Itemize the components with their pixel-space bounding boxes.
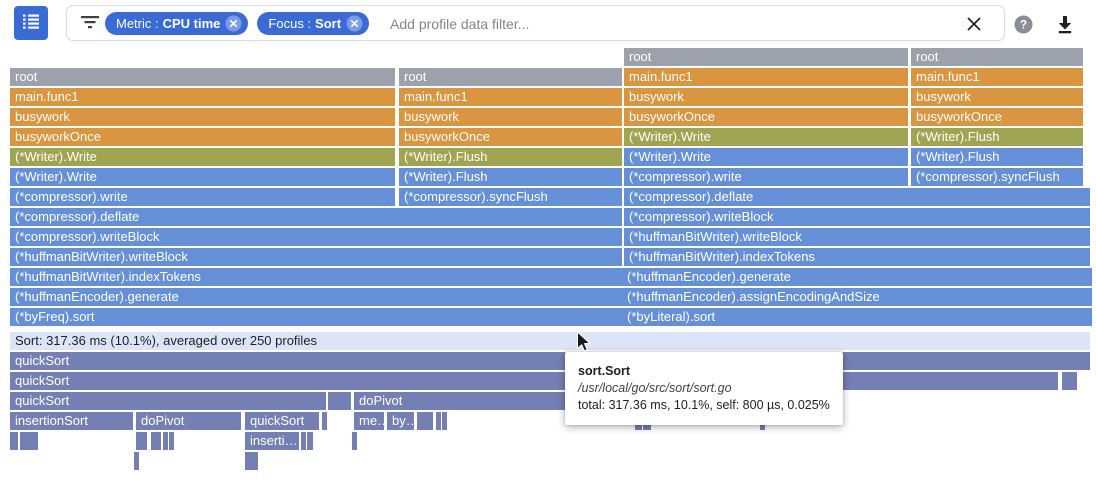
flame-box[interactable] <box>322 412 327 430</box>
flame-box[interactable] <box>1062 372 1077 390</box>
flame-box[interactable]: inserti… <box>245 432 299 450</box>
flame-box[interactable]: root <box>399 68 622 86</box>
tooltip-source-path: /usr/local/go/src/sort/sort.go <box>578 381 732 395</box>
flame-box[interactable]: insertionSort <box>10 412 133 430</box>
flame-box[interactable]: by… <box>387 412 414 430</box>
flame-box[interactable]: (*huffmanEncoder).generate <box>622 268 1092 286</box>
flame-box[interactable]: (*Writer).Flush <box>911 148 1083 166</box>
flame-box[interactable] <box>436 412 441 430</box>
flame-box[interactable]: busywork <box>911 88 1083 106</box>
flame-box[interactable]: (*Writer).Flush <box>399 148 622 166</box>
svg-text:?: ? <box>1020 20 1027 32</box>
chip-value: CPU time <box>162 16 221 31</box>
flame-box[interactable]: (*huffmanBitWriter).indexTokens <box>10 268 622 286</box>
flame-box[interactable]: me… <box>354 412 384 430</box>
flame-box[interactable] <box>163 432 168 450</box>
download-icon[interactable] <box>1055 14 1075 39</box>
flame-box[interactable]: (*compressor).writeBlock <box>624 208 1090 226</box>
flame-box[interactable]: (*huffmanEncoder).generate <box>10 288 622 306</box>
flame-box[interactable]: root <box>624 48 908 66</box>
flame-box[interactable] <box>151 432 161 450</box>
flame-box[interactable]: busyworkOnce <box>911 108 1083 126</box>
chip-value: Sort <box>315 16 342 31</box>
view-list-icon <box>23 14 39 32</box>
flame-box[interactable]: quickSort <box>245 412 319 430</box>
flame-box[interactable]: main.func1 <box>624 68 908 86</box>
flame-box[interactable]: (*Writer).Flush <box>399 168 622 186</box>
flame-box[interactable] <box>20 432 25 450</box>
filter-chip-focus[interactable]: Focus : Sort <box>257 12 370 35</box>
flame-box[interactable] <box>169 432 174 450</box>
flame-box[interactable]: (*byFreq).sort <box>10 308 622 326</box>
close-circle-icon[interactable] <box>346 15 363 32</box>
flame-box[interactable] <box>417 412 433 430</box>
flame-box[interactable]: (*compressor).syncFlush <box>911 168 1083 186</box>
flame-box[interactable]: (*compressor).deflate <box>10 208 622 226</box>
flame-box[interactable]: main.func1 <box>911 68 1083 86</box>
flame-box[interactable] <box>10 432 18 450</box>
flame-box[interactable] <box>30 432 38 450</box>
flame-box[interactable]: busywork <box>10 108 395 126</box>
flame-box[interactable]: main.func1 <box>399 88 622 106</box>
flame-box[interactable]: (*huffmanEncoder).assignEncodingAndSize <box>622 288 1092 306</box>
flame-box[interactable] <box>301 432 306 450</box>
filter-input-placeholder: Add profile data filter... <box>390 15 530 32</box>
flame-box[interactable]: (*huffmanBitWriter).indexTokens <box>624 248 1090 266</box>
flame-box[interactable] <box>328 392 351 410</box>
flame-box[interactable]: busyworkOnce <box>624 108 908 126</box>
tooltip-title: sort.Sort <box>578 364 631 378</box>
flame-box[interactable]: (*compressor).writeBlock <box>10 228 622 246</box>
flame-box[interactable]: main.func1 <box>10 88 395 106</box>
flame-box[interactable]: root <box>911 48 1083 66</box>
flame-box[interactable] <box>136 432 147 450</box>
flame-box[interactable] <box>352 432 357 450</box>
flame-box[interactable]: (*compressor).deflate <box>624 188 1090 206</box>
flame-box[interactable]: (*compressor).write <box>10 188 395 206</box>
flame-box[interactable]: doPivot <box>136 412 241 430</box>
flame-box[interactable]: root <box>10 68 395 86</box>
close-circle-icon[interactable] <box>225 15 242 32</box>
flame-box[interactable]: doPivot <box>354 392 622 410</box>
close-icon[interactable] <box>964 14 984 39</box>
flame-box[interactable]: (*Writer).Flush <box>911 128 1083 146</box>
flame-box[interactable]: (*Writer).Write <box>624 128 908 146</box>
flame-box[interactable] <box>134 452 139 470</box>
flame-box[interactable]: busywork <box>624 88 908 106</box>
flame-box[interactable] <box>442 412 447 430</box>
chip-prefix: Metric : <box>116 16 159 31</box>
profile-filter-bar[interactable]: Metric : CPU time Focus : Sort Add profile… <box>66 5 1005 41</box>
flame-box[interactable]: quickSort <box>10 352 1090 370</box>
focused-function-row[interactable]: Sort: 317.36 ms (10.1%), averaged over 2… <box>10 332 1090 350</box>
flame-box[interactable]: busyworkOnce <box>10 128 395 146</box>
filter-list-icon[interactable] <box>81 16 99 34</box>
help-icon[interactable]: ? <box>1014 15 1033 39</box>
flame-box[interactable]: busyworkOnce <box>399 128 622 146</box>
flame-box[interactable]: quickSort <box>10 372 1058 390</box>
flame-box[interactable] <box>307 432 313 450</box>
flame-box[interactable]: (*huffmanBitWriter).writeBlock <box>624 228 1090 246</box>
tooltip-stats: total: 317.36 ms, 10.1%, self: 800 µs, 0… <box>578 398 830 412</box>
flame-box[interactable] <box>249 452 254 470</box>
flame-box[interactable]: (*Writer).Write <box>624 148 908 166</box>
flame-box[interactable]: (*Writer).Write <box>10 168 395 186</box>
flame-box[interactable]: (*compressor).syncFlush <box>399 188 622 206</box>
flame-box[interactable]: quickSort <box>10 392 326 410</box>
flame-box[interactable]: (*Writer).Write <box>10 148 395 166</box>
flame-box[interactable] <box>245 452 250 470</box>
flame-box[interactable]: (*byLiteral).sort <box>622 308 1092 326</box>
flame-box[interactable]: (*huffmanBitWriter).writeBlock <box>10 248 622 266</box>
flame-box[interactable] <box>25 432 30 450</box>
function-tooltip: sort.Sort /usr/local/go/src/sort/sort.go… <box>565 352 843 425</box>
flame-box[interactable] <box>253 452 258 470</box>
flame-box[interactable]: busywork <box>399 108 622 126</box>
profile-list-button[interactable] <box>14 6 48 40</box>
chip-prefix: Focus : <box>268 16 312 31</box>
flame-box[interactable]: (*compressor).write <box>624 168 908 186</box>
filter-chip-metric[interactable]: Metric : CPU time <box>105 12 249 35</box>
